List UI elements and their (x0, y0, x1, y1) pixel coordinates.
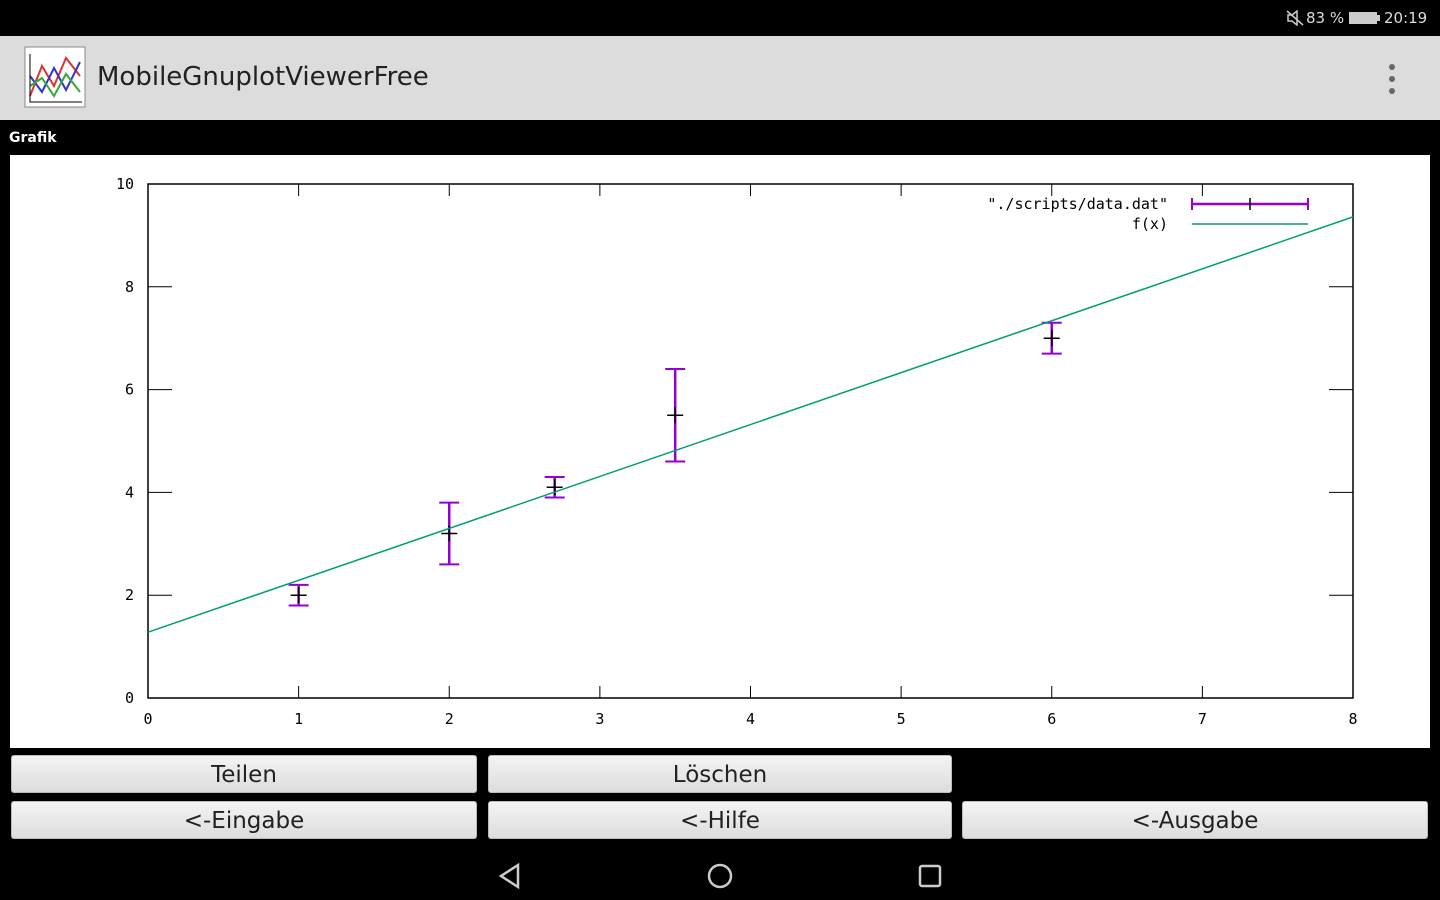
x-tick-label: 8 (1348, 710, 1357, 728)
error-bar (288, 583, 309, 607)
y-tick-label: 2 (125, 586, 134, 604)
legend-label: "./scripts/data.dat" (987, 195, 1168, 213)
battery-icon (1349, 12, 1380, 24)
chart: 0 2 4 6 8 10 0 1 2 3 4 5 6 7 8 "./scripts/data.dat" f(x) (116, 175, 1358, 728)
x-tick-label: 5 (897, 710, 906, 728)
x-tick-label: 3 (595, 710, 604, 728)
x-tick-label: 0 (143, 710, 152, 728)
y-tick-label: 10 (116, 175, 134, 193)
legend-label: f(x) (1132, 215, 1168, 233)
navigation-bar (0, 848, 1440, 900)
x-tick-label: 1 (294, 710, 303, 728)
function-line (147, 216, 1354, 633)
y-tick-label: 8 (125, 278, 134, 296)
output-button[interactable]: <-Ausgabe (962, 801, 1428, 839)
clock: 20:19 (1384, 9, 1428, 27)
mute-icon (1286, 10, 1304, 26)
share-button[interactable]: Teilen (11, 755, 477, 793)
chart-panel: 0 2 4 6 8 10 0 1 2 3 4 5 6 7 8 "./scripts/data.dat" f(x) (10, 155, 1430, 748)
delete-button[interactable]: Löschen (488, 755, 952, 793)
error-bar (1041, 321, 1062, 355)
home-button[interactable] (706, 862, 734, 890)
error-bar (665, 368, 686, 463)
x-tick-label: 4 (746, 710, 755, 728)
x-tick-label: 7 (1198, 710, 1207, 728)
help-button[interactable]: <-Hilfe (488, 801, 952, 839)
x-tick-label: 6 (1047, 710, 1056, 728)
plot-border (147, 183, 1354, 699)
error-bar (439, 501, 460, 566)
panel-label: Grafik (9, 130, 57, 146)
battery-percent: 83 % (1306, 9, 1345, 27)
app-icon (24, 46, 86, 108)
back-button[interactable] (496, 862, 524, 890)
y-tick-label: 4 (125, 483, 134, 501)
input-button[interactable]: <-Eingabe (11, 801, 477, 839)
app-bar: MobileGnuplotViewerFree (0, 36, 1440, 120)
y-tick-label: 6 (125, 381, 134, 399)
x-tick-label: 2 (445, 710, 454, 728)
status-bar: 83 % 20:19 (0, 0, 1440, 36)
app-title: MobileGnuplotViewerFree (97, 62, 429, 92)
recents-button[interactable] (916, 862, 944, 890)
overflow-menu[interactable] (1385, 62, 1399, 96)
y-tick-label: 0 (125, 689, 134, 707)
